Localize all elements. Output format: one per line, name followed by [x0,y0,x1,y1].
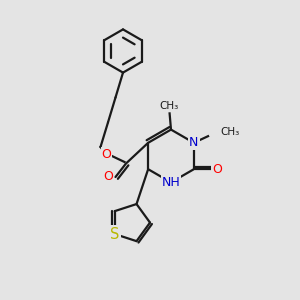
Text: N: N [189,136,199,149]
Text: O: O [103,170,113,184]
Text: O: O [212,163,222,176]
Text: CH₃: CH₃ [220,127,239,137]
Text: NH: NH [162,176,180,189]
Text: S: S [110,226,119,242]
Text: O: O [102,148,111,161]
Text: CH₃: CH₃ [160,100,179,111]
